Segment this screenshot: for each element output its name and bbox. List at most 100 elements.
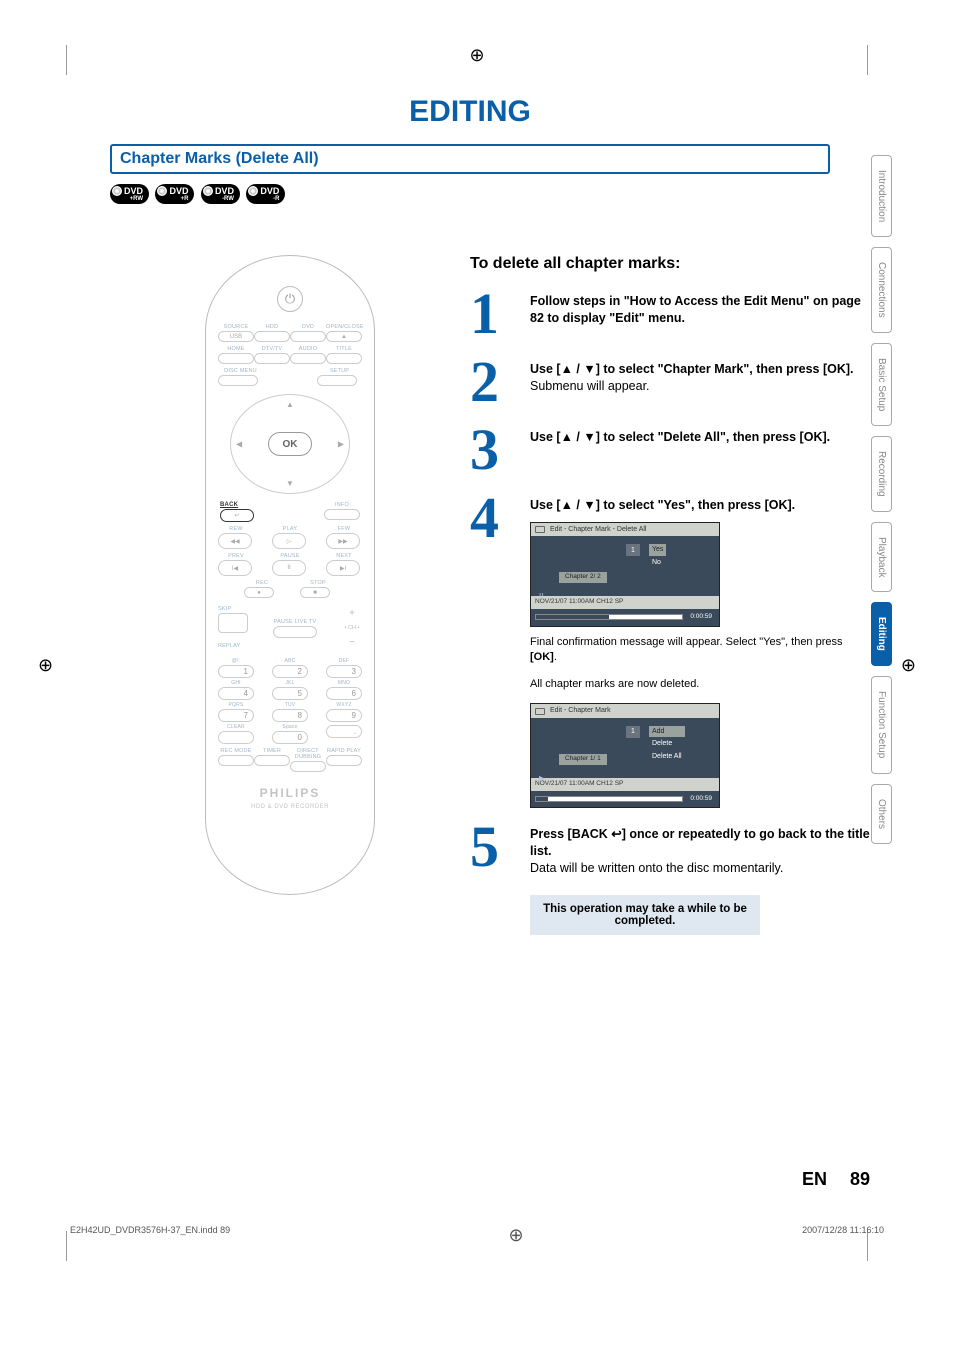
file-name: E2H42UD_DVDR3576H-37_EN.indd 89: [70, 1225, 230, 1246]
pause-live-button: [273, 626, 317, 638]
osd-progress-bar: [535, 796, 683, 802]
section-tab: Editing: [871, 602, 892, 666]
section-tab: Recording: [871, 436, 892, 512]
crop-mark: [66, 1231, 67, 1261]
ch-label: • CH •: [342, 625, 362, 631]
numpad-label: WXYZ: [326, 702, 362, 708]
section-tabs: IntroductionConnectionsBasic SetupRecord…: [871, 155, 892, 844]
remote-label: TIMER: [254, 748, 290, 754]
rec-button: ●: [244, 587, 274, 598]
remote-label: HDD: [254, 324, 290, 330]
print-registration-left: ⊕: [38, 655, 53, 676]
remote-label: SOURCE: [218, 324, 254, 330]
remote-dpad: ▲ ▼ ◀ ▶ OK: [230, 394, 350, 494]
remote-btn: [290, 331, 326, 342]
osd-option: Delete: [649, 738, 685, 749]
osd-option: Delete All: [649, 751, 685, 762]
numpad-button: [218, 731, 254, 744]
numpad-button: 3: [326, 665, 362, 678]
section-header: Chapter Marks (Delete All): [110, 144, 830, 174]
osd-title: Edit - Chapter Mark - Delete All: [531, 523, 719, 536]
step-text: Use [▲ / ▼] to select "Yes", then press …: [530, 498, 795, 512]
remote-label: REPLAY: [218, 643, 248, 649]
step-subtext: Submenu will appear.: [530, 379, 650, 393]
file-footer: E2H42UD_DVDR3576H-37_EN.indd 89 ⊕ 2007/1…: [70, 1225, 884, 1246]
print-registration-bottom: ⊕: [509, 1225, 524, 1246]
remote-label: DIRECT DUBBING: [290, 748, 326, 760]
remote-btn: [254, 353, 290, 364]
numpad-label: GHI: [218, 680, 254, 686]
remote-label: PREV: [218, 553, 254, 559]
tv-icon: [535, 526, 545, 533]
osd-screenshot-2: Edit - Chapter Mark 1 Add Delete Delete …: [530, 703, 720, 808]
arrow-down-icon: ▼: [286, 479, 294, 488]
arrow-up-icon: ▲: [286, 400, 294, 409]
numpad-label: TUV: [272, 702, 308, 708]
remote-btn: [218, 353, 254, 364]
page-title: EDITING: [70, 95, 870, 129]
remote-label: AUDIO: [290, 346, 326, 352]
remote-label: RAPID PLAY: [326, 748, 362, 754]
numpad-button: 7: [218, 709, 254, 722]
step-4: 4 Use [▲ / ▼] to select "Yes", then pres…: [470, 497, 870, 808]
remote-btn: [254, 331, 290, 342]
step-number: 2: [470, 353, 499, 411]
remote-label: REC: [244, 580, 280, 586]
remote-subtitle: HDD & DVD RECORDER: [216, 804, 364, 810]
crop-mark: [66, 45, 67, 75]
tv-icon: [535, 708, 545, 715]
skip-button: [218, 613, 248, 633]
step-subtext: Data will be written onto the disc momen…: [530, 861, 783, 875]
step-number: 3: [470, 421, 499, 479]
numpad-label: Space: [272, 724, 308, 730]
step-note: All chapter marks are now deleted.: [530, 677, 870, 692]
osd-chapter: Chapter 2/ 2: [559, 572, 607, 583]
remote-label: REW: [218, 526, 254, 532]
print-registration-right: ⊕: [901, 655, 916, 676]
step-2: 2 Use [▲ / ▼] to select "Chapter Mark", …: [470, 361, 870, 411]
section-tab: Others: [871, 784, 892, 844]
remote-label: DTV/TV: [254, 346, 290, 352]
step-text: Use [▲ / ▼] to select "Chapter Mark", th…: [530, 362, 854, 376]
remote-label: STOP: [300, 580, 336, 586]
section-tab: Connections: [871, 247, 892, 333]
osd-footer: NOV/21/07 11:00AM CH12 SP: [531, 596, 719, 609]
play-icon: ▶: [539, 774, 545, 785]
remote-btn: ▲: [326, 331, 362, 342]
warning-box: This operation may take a while to be co…: [530, 895, 760, 935]
osd-option: No: [649, 557, 666, 568]
dvd-badges: DVD+RW DVD+R DVD-RW DVD-R: [110, 184, 870, 205]
remote-btn: [290, 761, 326, 772]
page-footer: EN 89: [802, 1169, 870, 1190]
numpad-label: ABC: [272, 658, 308, 664]
stop-button: ■: [300, 587, 330, 598]
numpad-label: CLEAR: [218, 724, 254, 730]
remote-label: PAUSE: [272, 553, 308, 559]
remote-label: PLAY: [272, 526, 308, 532]
numpad-label: JKL: [272, 680, 308, 686]
numpad-button: 0: [272, 731, 308, 744]
step-text: Follow steps in "How to Access the Edit …: [530, 294, 861, 325]
osd-time: 0:00:59: [687, 612, 715, 623]
remote-btn: [326, 353, 362, 364]
remote-btn: [326, 755, 362, 766]
remote-label: SKIP: [218, 606, 248, 612]
remote-label: DISC MENU: [218, 368, 263, 374]
remote-label: PAUSE LIVE TV: [270, 619, 320, 625]
dvd-badge: DVD-RW: [201, 184, 240, 204]
play-button: ▷: [272, 533, 306, 549]
remote-illustration: ⏻ SOURCEUSB HDD DVD OPEN/CLOSE▲ HOME DTV…: [205, 255, 375, 895]
power-button: ⏻: [277, 286, 303, 312]
numpad-button: 9: [326, 709, 362, 722]
page-number: 89: [850, 1169, 870, 1189]
osd-option: Add: [649, 726, 685, 737]
section-tab: Function Setup: [871, 676, 892, 773]
numpad-label: DEF: [326, 658, 362, 664]
section-tab: Basic Setup: [871, 343, 892, 426]
ch-plus: +: [342, 608, 362, 619]
remote-btn: [317, 375, 357, 386]
remote-numpad: @!:1ABC2DEF3GHI4JKL5MNO6PQRS7TUV8WXYZ9CL…: [216, 658, 364, 744]
ok-button: OK: [268, 432, 312, 456]
remote-btn: [324, 509, 360, 520]
page-language: EN: [802, 1169, 827, 1189]
